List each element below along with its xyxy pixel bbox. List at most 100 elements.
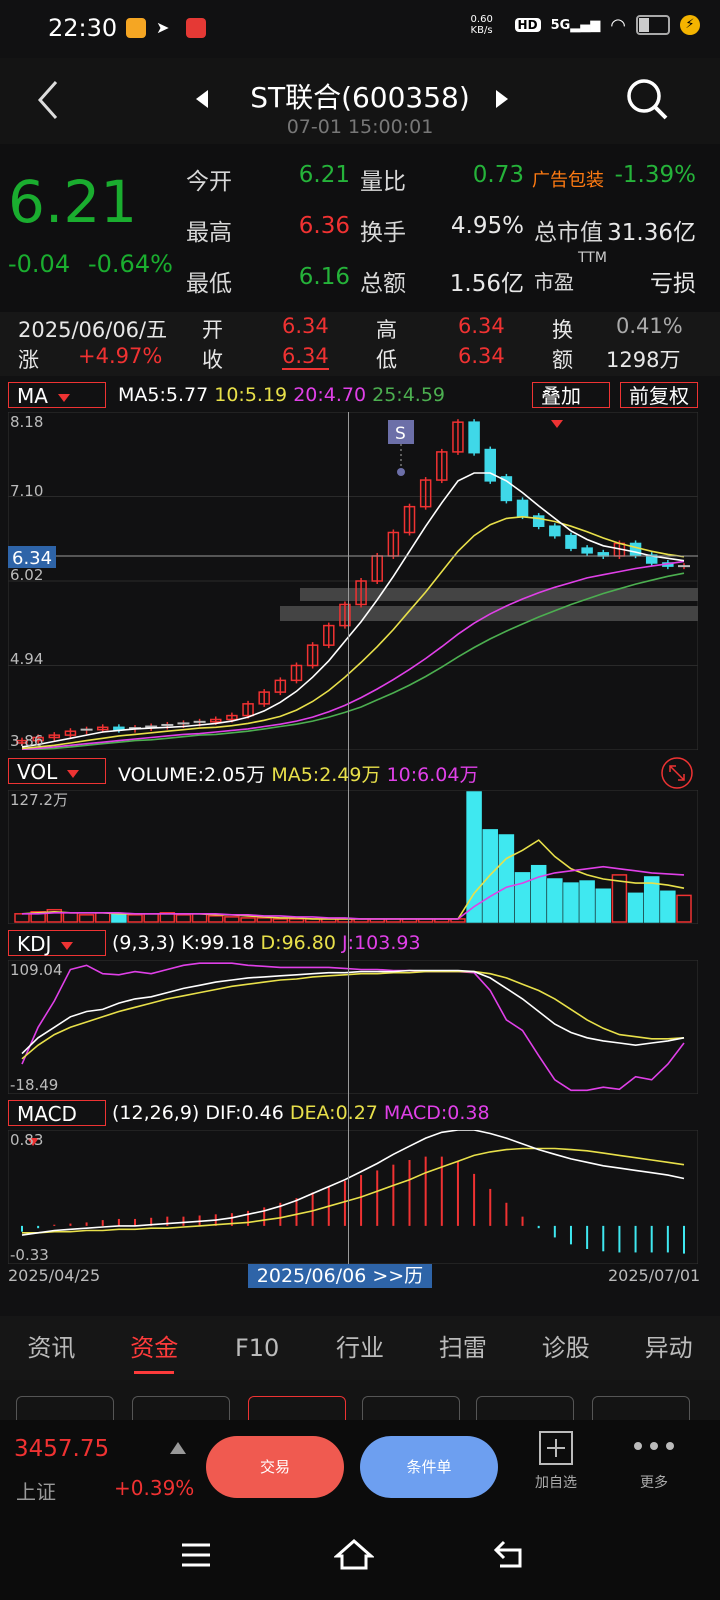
signal-label: 5G [550,17,571,33]
price-chart[interactable]: 8.18 7.10 6.02 4.94 3.86 6.34 S [8,412,698,750]
battery-icon [636,15,670,35]
condition-order-button[interactable]: 条件单 [360,1436,498,1498]
resistance-band [280,606,698,621]
turnover-label: 换手 [360,220,406,246]
x-axis-cursor-date[interactable]: 2025/06/06 >>历 [248,1264,432,1288]
day-open-label: 开 [202,318,223,342]
candle-body [549,525,561,537]
tab-diagnosis[interactable]: 诊股 [541,1334,590,1362]
trade-button[interactable]: 交易 [206,1436,344,1498]
vol-selector[interactable]: VOL [8,758,106,784]
volume-bar [224,916,240,923]
search-icon[interactable] [624,76,670,122]
sub-tab-active[interactable] [248,1396,346,1420]
overlay-label: 叠加 [541,384,581,408]
volume-bar [547,878,563,923]
volume-bar [530,864,547,923]
sub-tab[interactable] [132,1396,230,1420]
vol-ratio-value: 0.73 [472,162,524,188]
back-icon[interactable] [34,78,64,122]
charging-icon: ⚡ [680,15,700,35]
cursor-date: 2025/06/06/五 [18,318,168,342]
candle-body [581,547,593,554]
day-high-value: 6.34 [458,314,505,338]
menu-icon[interactable] [180,1542,212,1568]
ma20-value: 4.70 [323,384,367,406]
tab-movement[interactable]: 异动 [644,1334,693,1362]
tab-funds[interactable]: 资金 [103,1316,206,1380]
prev-stock-icon[interactable] [194,88,210,110]
back-nav-icon[interactable] [492,1538,528,1570]
caret-up-icon [170,1442,186,1454]
index-value[interactable]: 3457.75 [14,1436,110,1462]
news-app-icon [186,18,206,38]
pe-value: 亏损 [650,271,696,297]
candle-body [210,718,222,723]
open-label: 今开 [186,169,232,195]
signal-marker[interactable] [388,420,414,444]
volume-bar [498,834,515,923]
volume-chart[interactable]: 127.2万 [8,790,698,924]
signal-label: S [395,424,406,444]
kdj-y-min: -18.49 [10,1076,58,1094]
sector-link[interactable]: 广告包装 [532,170,604,191]
status-bar: 22:30 ➤ 0.60 KB/s HD 5G▂▄▆ ◠ ⚡ [0,0,720,58]
app-notification-icon [126,18,146,38]
candle-body [96,726,109,731]
kdj-selector[interactable]: KDJ [8,930,106,956]
crosshair-vertical [348,412,349,1264]
tab-industry[interactable]: 行业 [336,1334,384,1362]
ma10-label: 10: [214,384,245,406]
telegram-icon: ➤ [156,18,170,37]
macd-selector[interactable]: MACD [8,1100,106,1146]
tab-news[interactable]: 资讯 [27,1334,76,1362]
kdj-chart[interactable]: 109.04 -18.49 [8,960,698,1094]
add-watchlist-icon[interactable] [538,1430,574,1466]
index-change: +0.39% [114,1476,195,1500]
sub-tab[interactable] [476,1396,574,1420]
add-watchlist-label[interactable]: 加自选 [535,1475,577,1491]
volume-bar [240,917,256,923]
sub-tab[interactable] [16,1396,114,1420]
crosshair-price: 6.34 [12,548,52,569]
vol-y-max: 127.2万 [10,791,68,809]
volume-bar [563,882,579,923]
volume-bar [111,913,127,923]
volume-bar [78,914,95,923]
sub-tab[interactable] [592,1396,690,1420]
info-tabs: 资讯 资金 F10 行业 扫雷 诊股 异动 [0,1316,720,1380]
more-label[interactable]: 更多 [640,1475,668,1491]
vol-ma5-value: 2.49万 [319,764,381,786]
tab-risk-scan[interactable]: 扫雷 [438,1334,487,1362]
ma-selector[interactable]: MA [8,382,106,408]
macd-values: (12,26,9) DIF:0.46 DEA:0.27 MACD:0.38 [112,1102,490,1124]
sub-tab[interactable] [362,1396,460,1420]
macd-chart[interactable]: 0.83 -0.33 [8,1130,698,1264]
candle-body [306,644,319,667]
volume-bar [256,917,272,923]
candle-body [323,624,335,646]
adjust-button[interactable]: 前复权 [620,382,698,408]
day-close-value: 6.34 [282,344,329,370]
dif-value: 0.46 [241,1102,284,1124]
macd-y-min: -0.33 [10,1246,49,1264]
d-value: 96.80 [281,932,336,954]
index-name: 上证 [16,1480,56,1504]
more-icon[interactable] [632,1440,676,1452]
next-stock-icon[interactable] [494,88,510,110]
tab-f10[interactable]: F10 [234,1334,280,1362]
quote-datetime: 07-01 15:00:01 [286,116,434,138]
resistance-band [300,588,698,601]
high-value: 6.36 [298,213,350,239]
ma10-value: 5.19 [244,384,288,406]
chevron-down-icon [27,1137,39,1146]
home-icon[interactable] [334,1538,374,1572]
kdj-k-line [21,969,685,1055]
candle-body [226,714,238,721]
chevron-down-icon [67,769,80,778]
candle-body [565,534,577,549]
overlay-selector[interactable]: 叠加 [532,382,610,428]
volume-bar [46,908,63,923]
current-price: 6.21 [8,168,138,236]
expand-icon[interactable] [660,756,694,790]
